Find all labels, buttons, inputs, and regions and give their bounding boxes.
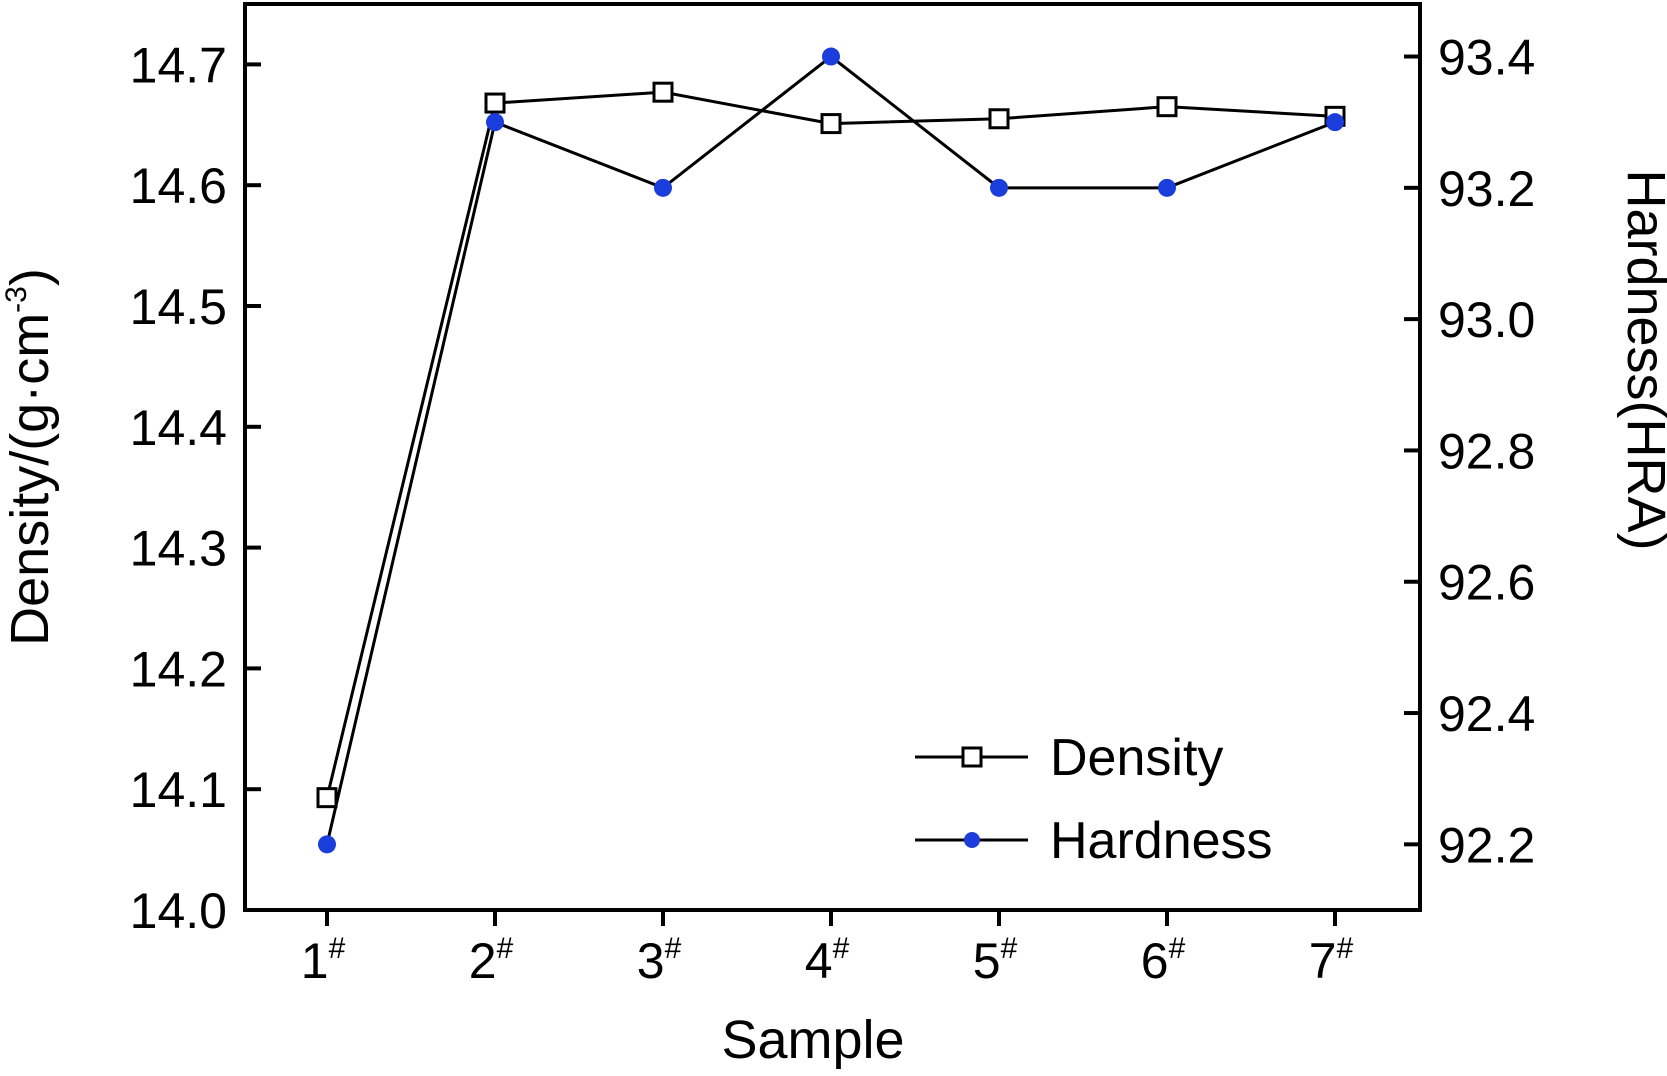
left-tick-label: 14.7 [130, 37, 227, 93]
hardness-point [654, 178, 672, 197]
left-tick-label: 14.3 [130, 521, 227, 577]
x-tick-label: 2# [469, 932, 514, 989]
series-layer [316, 47, 1346, 854]
left-axis-title: Density/(g·cm-3) [0, 268, 60, 646]
x-tick-label: 5# [973, 932, 1018, 989]
x-tick-label: 1# [301, 932, 346, 989]
right-tick-label: 92.8 [1438, 423, 1535, 479]
hardness-point [486, 113, 504, 132]
hardness-point [822, 47, 840, 66]
legend-item-density: Density [915, 729, 1223, 787]
left-tick-label: 14.0 [130, 883, 227, 939]
legend-marker-hardness [964, 832, 980, 848]
hardness-point [1158, 178, 1176, 197]
plot-frame [243, 2, 1422, 912]
density-point [988, 108, 1010, 130]
legend-item-hardness: Hardness [915, 812, 1273, 870]
x-tick-label: 4# [805, 932, 850, 989]
x-tick-label: 3# [637, 932, 682, 989]
density-point [316, 787, 338, 809]
hardness-point [318, 835, 336, 854]
x-tick-label: 7# [1309, 932, 1354, 989]
x-axis: 1# 2# 3# 4# 5# 6# 7# [301, 910, 1354, 989]
legend: Density Hardness [915, 729, 1273, 870]
right-tick-label: 93.0 [1438, 292, 1535, 348]
density-point [652, 81, 674, 103]
right-axis-title: Hardness(HRA) [1616, 169, 1667, 550]
density-point [484, 92, 506, 114]
hardness-point [1326, 113, 1344, 132]
right-tick-label: 92.4 [1438, 686, 1535, 742]
left-axis: 14.0 14.1 14.2 14.3 14.4 14.5 14.6 14.7 [130, 37, 261, 939]
left-tick-label: 14.4 [130, 400, 227, 456]
right-tick-label: 92.2 [1438, 817, 1535, 873]
legend-marker-density [961, 746, 983, 768]
right-axis: 92.2 92.4 92.6 92.8 93.0 93.2 93.4 [1404, 30, 1535, 873]
right-tick-label: 93.4 [1438, 30, 1535, 86]
left-tick-label: 14.1 [130, 762, 227, 818]
left-tick-label: 14.5 [130, 279, 227, 335]
density-point [820, 113, 842, 135]
hardness-point [990, 178, 1008, 197]
left-tick-label: 14.6 [130, 158, 227, 214]
x-axis-title: Sample [721, 1010, 904, 1070]
legend-label-hardness: Hardness [1050, 812, 1273, 870]
x-tick-label: 6# [1141, 932, 1186, 989]
legend-label-density: Density [1050, 729, 1223, 787]
right-tick-label: 92.6 [1438, 555, 1535, 611]
density-point [1156, 96, 1178, 118]
left-tick-label: 14.2 [130, 641, 227, 697]
right-tick-label: 93.2 [1438, 161, 1535, 217]
